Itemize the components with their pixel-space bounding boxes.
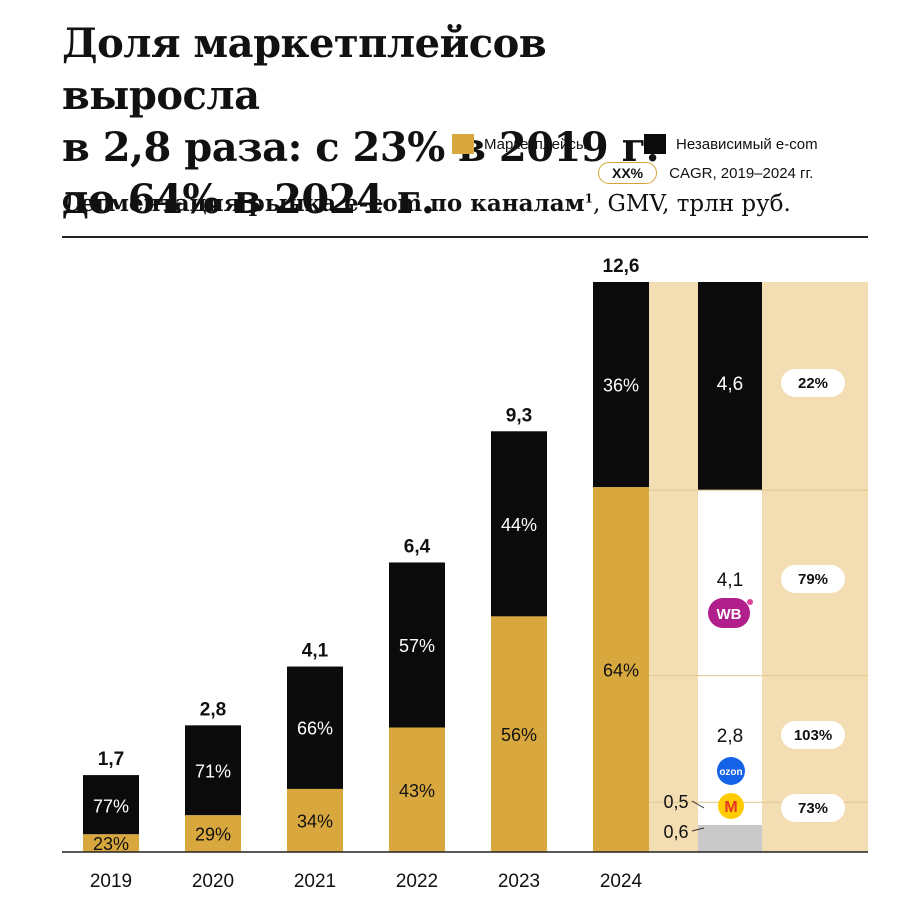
cagr-value-independent: 22%	[798, 375, 828, 392]
cagr-value-wildberries: 79%	[798, 571, 828, 588]
breakdown-segment-independent	[698, 282, 762, 491]
legend-item-independent: Независимый e-com	[644, 134, 818, 154]
cagr-pill-wildberries	[781, 565, 845, 593]
cagr-value-ozon: 103%	[794, 727, 832, 744]
total-label-2019: 1,7	[98, 749, 124, 770]
total-label-2020: 2,8	[200, 699, 226, 720]
breakdown-segment-other	[698, 824, 762, 852]
share-label-independent-2021: 66%	[297, 719, 333, 739]
legend-item-cagr: XX% CAGR, 2019–2024 гг.	[598, 162, 813, 184]
cagr-pill-yandex-market	[781, 794, 845, 822]
cagr-pill-independent	[781, 369, 845, 397]
bar-marketplace-2019	[83, 834, 139, 852]
breakdown-value-independent: 4,6	[717, 374, 743, 395]
yandex-market-logo-icon	[718, 793, 744, 819]
bar-independent-2019	[83, 775, 139, 835]
share-label-independent-2020: 71%	[195, 761, 231, 781]
x-tick-2024: 2024	[600, 871, 643, 892]
cagr-pill-ozon	[781, 721, 845, 749]
ozon-logo-text: ozon	[719, 767, 742, 778]
share-label-marketplace-2024: 64%	[603, 661, 639, 681]
title-line-3: до 64% в 2024 г.	[62, 176, 435, 223]
breakdown-value-wildberries: 4,1	[717, 570, 743, 591]
bar-marketplace-2024	[593, 487, 649, 852]
total-label-2024: 12,6	[603, 256, 640, 277]
share-label-independent-2022: 57%	[399, 636, 435, 656]
wildberries-logo-dot-icon	[747, 599, 753, 605]
leader-line-yandex	[691, 800, 705, 809]
legend-item-marketplaces: Маркетплейсы	[452, 134, 587, 154]
subtitle-units: , GMV, трлн руб.	[592, 191, 791, 217]
x-tick-2019: 2019	[90, 871, 132, 892]
cagr-legend-label: CAGR, 2019–2024 гг.	[669, 164, 814, 182]
title-line-1: Доля маркетплейсов выросла	[62, 20, 547, 119]
share-label-marketplace-2020: 29%	[195, 825, 231, 845]
bar-independent-2023	[491, 431, 547, 617]
legend-swatch-marketplaces	[452, 134, 474, 154]
share-label-marketplace-2019: 23%	[93, 834, 129, 854]
total-label-2023: 9,3	[506, 405, 532, 426]
ozon-logo-icon	[717, 757, 745, 785]
legend-label-marketplaces: Маркетплейсы	[484, 135, 587, 153]
bar-marketplace-2023	[491, 616, 547, 852]
chart-subtitle: Сегментация рынка e-com по каналам1, GMV…	[62, 190, 791, 217]
x-tick-2020: 2020	[192, 871, 234, 892]
share-label-independent-2024: 36%	[603, 376, 639, 396]
total-label-2022: 6,4	[404, 536, 431, 557]
breakdown-value-ozon: 2,8	[717, 726, 743, 747]
leader-line-other	[691, 827, 705, 832]
legend-swatch-independent	[644, 134, 666, 154]
cagr-pill: XX%	[598, 162, 658, 184]
share-label-independent-2019: 77%	[93, 797, 129, 817]
breakdown-value-other: 0,6	[663, 822, 688, 842]
title-divider	[62, 236, 868, 238]
wildberries-logo-text: WB	[717, 606, 742, 623]
x-tick-2021: 2021	[294, 871, 336, 892]
bar-marketplace-2022	[389, 727, 445, 852]
bar-independent-2020	[185, 725, 241, 816]
subtitle-bold: Сегментация рынка e-com по каналам	[62, 190, 585, 217]
total-label-2021: 4,1	[302, 641, 329, 662]
bar-independent-2022	[389, 562, 445, 728]
legend-label-independent: Независимый e-com	[676, 135, 818, 153]
subtitle-footnote-mark: 1	[584, 191, 593, 206]
share-label-marketplace-2023: 56%	[501, 725, 537, 745]
bar-marketplace-2020	[185, 815, 241, 852]
title-line-2: в 2,8 раза: с 23% в 2019 г.	[62, 124, 660, 171]
cagr-value-yandex-market: 73%	[798, 800, 828, 817]
share-label-independent-2023: 44%	[501, 515, 537, 535]
x-tick-2023: 2023	[498, 871, 540, 892]
bar-independent-2024	[593, 282, 649, 488]
yandex-market-logo-text: М	[724, 799, 737, 816]
bar-independent-2021	[287, 666, 343, 789]
bar-marketplace-2021	[287, 788, 343, 852]
x-tick-2022: 2022	[396, 871, 438, 892]
chart-title: Доля маркетплейсов выросла в 2,8 раза: с…	[62, 18, 742, 226]
wildberries-logo-icon	[708, 598, 750, 628]
share-label-marketplace-2021: 34%	[297, 811, 333, 831]
share-label-marketplace-2022: 43%	[399, 781, 435, 801]
breakdown-value-yandex-market: 0,5	[663, 792, 688, 812]
